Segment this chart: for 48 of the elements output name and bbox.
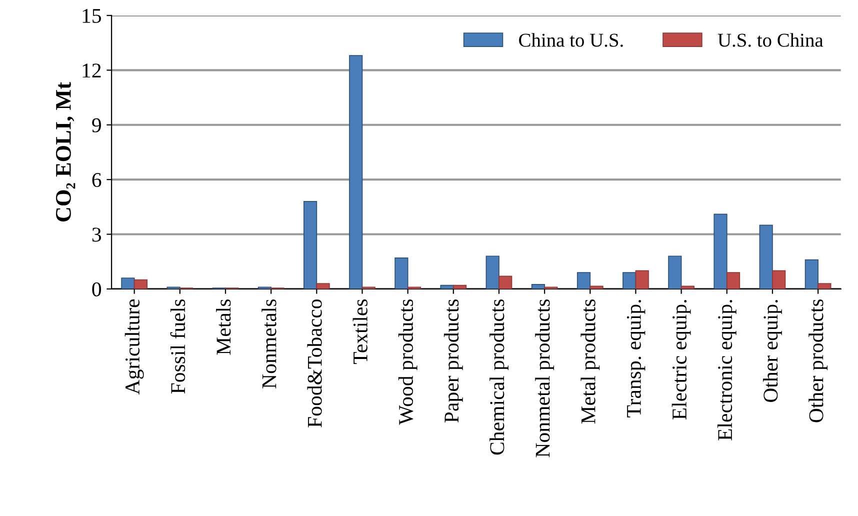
bar [804, 259, 818, 289]
bar [121, 278, 135, 289]
legend-label: China to U.S. [519, 33, 623, 47]
bar [316, 283, 330, 289]
x-tick-label: Other equip. [763, 300, 782, 402]
y-tick-label: 0 [92, 282, 102, 296]
x-tick-label: Wood products [398, 299, 418, 425]
y-tick-label: 15 [82, 8, 102, 23]
x-tick-label: Electric equip. [672, 300, 691, 420]
x-tick-label: Electronic equip. [717, 300, 736, 440]
bar [303, 201, 318, 289]
bar [486, 256, 500, 289]
x-tick-label: Chemical products [490, 299, 508, 455]
y-tick-label: 3 [92, 228, 102, 242]
x-tick-label: Food&Tobacco [307, 299, 322, 428]
bar [668, 256, 682, 289]
bar [349, 55, 363, 289]
x-tick-label: Agriculture [124, 299, 144, 395]
x-tick-label: Textiles [352, 299, 368, 364]
bar [622, 272, 636, 289]
y-tick-label: 9 [92, 118, 101, 132]
bar [680, 286, 694, 289]
x-tick-label: Paper products [444, 299, 463, 422]
x-tick-label: Transp. equip. [626, 300, 646, 418]
bar [576, 272, 591, 289]
x-tick-label: Metal products [580, 299, 600, 424]
bar [531, 284, 545, 289]
y-axis-title: CO₂ EOLI, Mt [56, 82, 76, 222]
bar [714, 214, 728, 289]
bar [452, 284, 467, 289]
x-tick-label: Metals [216, 299, 231, 355]
y-tick-label: 12 [82, 64, 101, 78]
legend-label: U.S. to China [718, 33, 824, 47]
bar [818, 283, 832, 289]
x-tick-label: Fossil fuels [170, 299, 186, 394]
bar [394, 258, 408, 289]
x-tick-label: Other products [808, 299, 828, 422]
bar [590, 286, 604, 289]
y-tick-label: 6 [92, 173, 102, 187]
bar [134, 279, 148, 289]
bar [635, 270, 649, 289]
bar [726, 272, 740, 289]
x-tick-label: Nonmetal products [535, 299, 554, 458]
x-tick-label: Nonmetals [262, 299, 276, 388]
bar [440, 284, 454, 289]
bar [498, 276, 512, 289]
bar [772, 270, 786, 289]
bar [759, 224, 773, 289]
